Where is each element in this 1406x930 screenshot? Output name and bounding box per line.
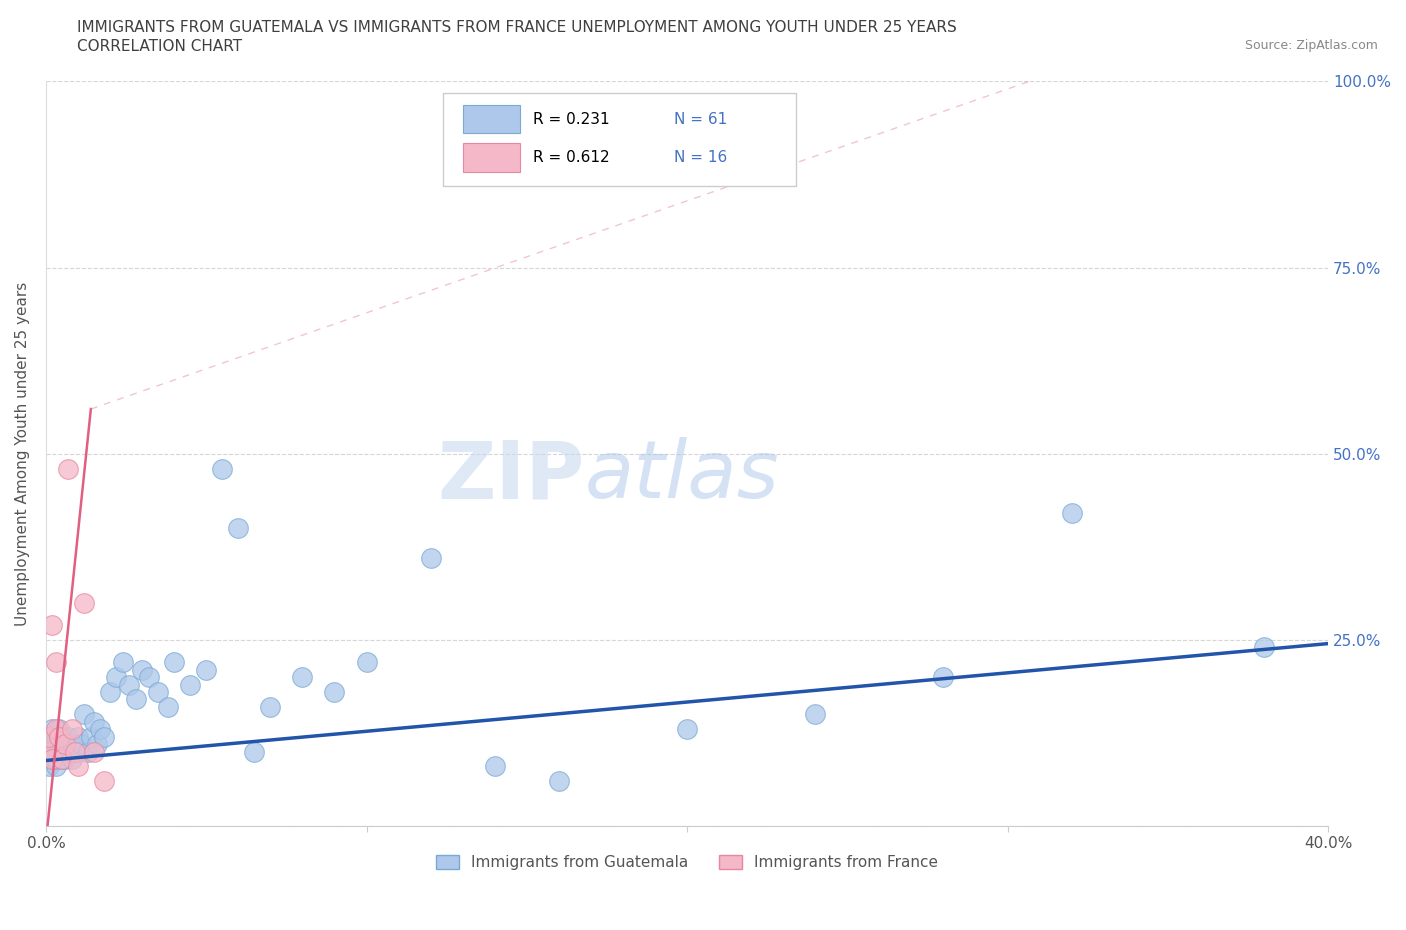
Point [356, 655, 378, 670]
Point [259, 699, 281, 714]
Point [80, 729, 103, 744]
Point [291, 670, 314, 684]
Point [1253, 640, 1275, 655]
Text: R = 0.612: R = 0.612 [533, 150, 610, 165]
Bar [463, 143, 520, 172]
Text: ZIP: ZIP [437, 437, 585, 515]
Point [66, 759, 89, 774]
Point [146, 684, 169, 699]
Text: Source: ZipAtlas.com: Source: ZipAtlas.com [1244, 39, 1378, 52]
Point [195, 662, 218, 677]
Point [45, 737, 67, 751]
Point [676, 722, 699, 737]
Point [1060, 506, 1083, 521]
Point [118, 677, 141, 692]
Point [156, 699, 179, 714]
Point [60, 751, 83, 766]
Point [73, 707, 96, 722]
Point [51, 744, 73, 759]
Point [53, 751, 76, 766]
Point [63, 744, 86, 759]
Point [41, 737, 63, 751]
Text: atlas: atlas [585, 437, 779, 515]
Point [45, 759, 67, 774]
Point [484, 759, 506, 774]
Point [41, 751, 63, 766]
Point [179, 677, 201, 692]
Point [41, 618, 63, 632]
Point [89, 722, 111, 737]
Point [45, 722, 67, 737]
Point [45, 751, 67, 766]
Point [48, 729, 70, 744]
Point [60, 737, 83, 751]
Point [70, 737, 93, 751]
Point [83, 714, 105, 729]
Point [41, 722, 63, 737]
Point [86, 737, 108, 751]
Point [93, 774, 115, 789]
Point [51, 729, 73, 744]
Point [419, 551, 441, 565]
Point [211, 461, 233, 476]
Bar [463, 105, 520, 133]
Point [45, 729, 67, 744]
Point [73, 595, 96, 610]
Point [66, 744, 89, 759]
Text: N = 16: N = 16 [675, 150, 727, 165]
Point [83, 744, 105, 759]
Point [48, 737, 70, 751]
Point [804, 707, 827, 722]
Text: N = 61: N = 61 [675, 112, 727, 126]
Legend: Immigrants from Guatemala, Immigrants from France: Immigrants from Guatemala, Immigrants fr… [436, 856, 938, 870]
Point [58, 461, 80, 476]
Point [38, 744, 60, 759]
Point [51, 751, 73, 766]
Point [131, 662, 153, 677]
Point [53, 737, 76, 751]
Point [60, 722, 83, 737]
Point [38, 729, 60, 744]
Point [38, 744, 60, 759]
Point [98, 684, 121, 699]
Point [76, 744, 98, 759]
Point [53, 737, 76, 751]
Point [38, 759, 60, 774]
Y-axis label: Unemployment Among Youth under 25 years: Unemployment Among Youth under 25 years [15, 282, 30, 626]
Point [51, 751, 73, 766]
Point [547, 774, 569, 789]
Point [111, 655, 134, 670]
Point [105, 670, 128, 684]
Point [163, 655, 186, 670]
Point [93, 729, 115, 744]
Point [243, 744, 266, 759]
Point [38, 729, 60, 744]
Point [48, 722, 70, 737]
Point [45, 655, 67, 670]
Text: CORRELATION CHART: CORRELATION CHART [77, 39, 242, 54]
Text: R = 0.231: R = 0.231 [533, 112, 610, 126]
Point [932, 670, 955, 684]
Point [226, 521, 249, 536]
FancyBboxPatch shape [443, 93, 796, 186]
Point [125, 692, 148, 707]
Point [41, 751, 63, 766]
Point [66, 729, 89, 744]
Point [41, 744, 63, 759]
Point [323, 684, 346, 699]
Point [63, 744, 86, 759]
Text: IMMIGRANTS FROM GUATEMALA VS IMMIGRANTS FROM FRANCE UNEMPLOYMENT AMONG YOUTH UND: IMMIGRANTS FROM GUATEMALA VS IMMIGRANTS … [77, 20, 957, 35]
Point [138, 670, 160, 684]
Point [58, 744, 80, 759]
Point [48, 744, 70, 759]
Point [58, 729, 80, 744]
